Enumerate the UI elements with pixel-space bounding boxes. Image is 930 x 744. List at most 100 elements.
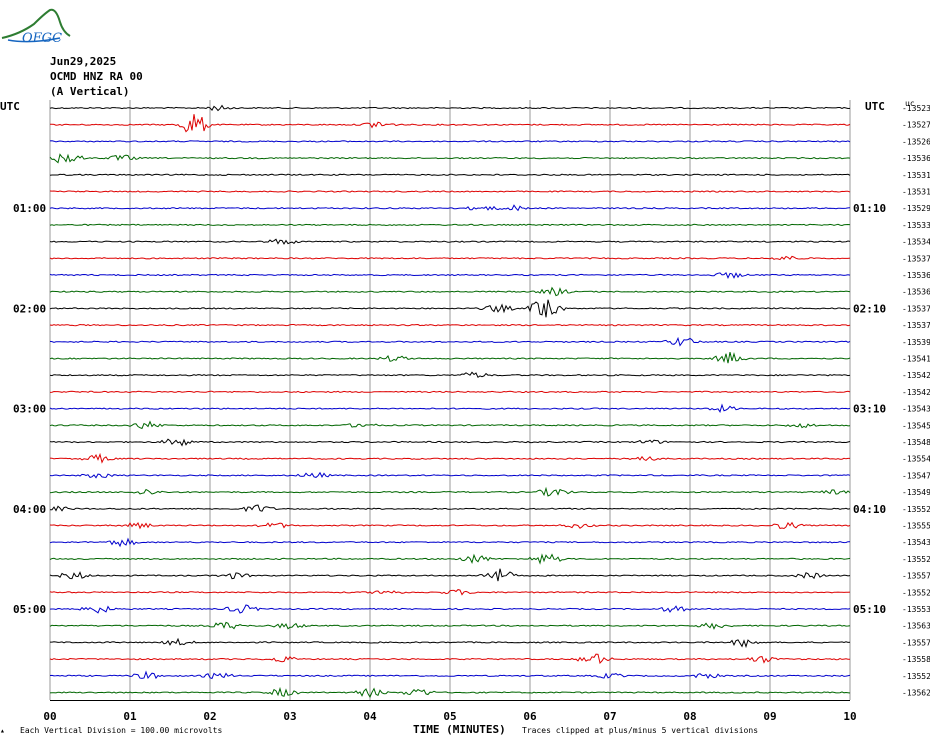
- trace-offset-label: -13543: [902, 405, 930, 414]
- seismic-trace: [49, 553, 851, 565]
- trace-offset-label: -13526: [902, 137, 930, 146]
- component-label: (A Vertical): [50, 85, 130, 98]
- trace-offset-label: -13541: [902, 355, 930, 364]
- trace-offset-label: -13529: [902, 204, 930, 213]
- trace-offset-label: -13539: [902, 338, 930, 347]
- x-tick-label: 10: [843, 710, 856, 723]
- trace-offset-label: -13558: [902, 655, 930, 664]
- seismic-trace: [50, 504, 851, 513]
- x-tick-label: 00: [43, 710, 56, 723]
- station-label: OCMD HNZ RA 00: [50, 70, 143, 83]
- seismic-trace: [49, 420, 851, 430]
- x-axis-label: TIME (MINUTES): [413, 723, 506, 736]
- left-time-label: 03:00: [13, 403, 46, 416]
- seismic-trace: [49, 271, 851, 279]
- right-time-label: 01:10: [853, 202, 886, 215]
- trace-offset-label: -13548: [902, 438, 930, 447]
- seismic-trace: [49, 153, 851, 164]
- trace-offset-label: -13557: [902, 572, 930, 581]
- seismic-trace: [49, 604, 851, 614]
- trace-offset-label: -13534: [902, 238, 930, 247]
- seismic-trace: [49, 286, 851, 297]
- seismic-trace: [49, 438, 851, 447]
- x-tick-label: 01: [123, 710, 137, 723]
- right-time-label: 05:10: [853, 603, 886, 616]
- trace-offset-label: -13523: [902, 104, 930, 113]
- trace-offset-label: -13531: [902, 171, 930, 180]
- seismic-trace: [49, 173, 851, 176]
- trace-offset-label: -13547: [902, 471, 930, 480]
- seismic-trace: [49, 621, 851, 630]
- seismic-trace: [49, 114, 851, 133]
- trace-offset-label: -13562: [902, 689, 930, 698]
- seismic-trace: [49, 238, 851, 245]
- seismic-trace: [49, 568, 851, 582]
- left-time-label: 05:00: [13, 603, 46, 616]
- seismic-trace: [49, 336, 851, 347]
- seismic-trace: [49, 323, 851, 327]
- seismic-trace: [49, 390, 851, 394]
- trace-offset-label: -13531: [902, 188, 930, 197]
- x-tick-label: 08: [683, 710, 696, 723]
- trace-offset-label: -13553: [902, 605, 930, 614]
- trace-offset-label: -13557: [902, 638, 930, 647]
- seismic-trace: [49, 452, 850, 464]
- trace-offset-label: -13554: [902, 455, 930, 464]
- x-tick-label: 04: [363, 710, 377, 723]
- units-label: uc: [905, 99, 915, 108]
- utc-left-label: UTC: [0, 100, 20, 113]
- x-tick-label: 02: [203, 710, 216, 723]
- right-time-label: 04:10: [853, 503, 886, 516]
- seismic-trace: [49, 255, 851, 261]
- left-time-label: 04:00: [13, 503, 46, 516]
- logo-text: OFGC: [22, 31, 62, 46]
- x-tick-label: 06: [523, 710, 537, 723]
- trace-offset-label: -13527: [902, 121, 930, 130]
- trace-offset-label: -13536: [902, 154, 930, 163]
- seismic-trace: [49, 190, 851, 193]
- trace-offset-label: -13542: [902, 371, 930, 380]
- seismic-trace: [49, 403, 851, 413]
- seismic-trace: [49, 104, 851, 112]
- trace-offset-label: -13543: [902, 538, 930, 547]
- trace-offset-label: -13545: [902, 421, 930, 430]
- trace-offset-label: -13533: [902, 221, 930, 230]
- seismic-trace: [49, 299, 851, 318]
- seismic-trace: [49, 371, 851, 379]
- ofgc-logo-icon: OFGC: [0, 4, 80, 52]
- seismic-trace: [49, 351, 851, 364]
- trace-offset-label: -13552: [902, 505, 930, 514]
- trace-offset-label: -13537: [902, 304, 930, 313]
- trace-offset-label: -13536: [902, 288, 930, 297]
- trace-offset-label: -13552: [902, 555, 930, 564]
- left-time-label: 02:00: [13, 302, 46, 315]
- clip-note: Traces clipped at plus/minus 5 vertical …: [522, 726, 759, 735]
- trace-offset-label: -13537: [902, 321, 930, 330]
- trace-offset-label: -13552: [902, 672, 930, 681]
- trace-offset-label: -13536: [902, 271, 930, 280]
- seismic-trace: [49, 471, 851, 479]
- seismic-trace: [49, 204, 851, 212]
- seismic-trace: [49, 521, 851, 530]
- seismic-trace: [49, 140, 851, 143]
- x-tick-label: 07: [603, 710, 616, 723]
- trace-offset-label: -13555: [902, 522, 930, 531]
- utc-right-label: UTC: [865, 100, 885, 113]
- x-tick-label: 09: [763, 710, 776, 723]
- right-time-label: 02:10: [853, 302, 886, 315]
- trace-offset-label: -13542: [902, 388, 930, 397]
- date-label: Jun29,2025: [50, 55, 117, 68]
- seismic-trace: [49, 670, 851, 680]
- trace-offset-label: -13563: [902, 622, 930, 631]
- seismic-trace: [49, 686, 851, 699]
- trace-offset-label: -13552: [902, 588, 930, 597]
- trace-offset-label: -13537: [902, 254, 930, 263]
- seismic-trace: [49, 486, 851, 497]
- trace-offset-label: -13549: [902, 488, 930, 497]
- footer-mark: ▴: [0, 726, 5, 735]
- division-note: Each Vertical Division = 100.00 microvol…: [20, 726, 223, 735]
- seismic-trace: [49, 537, 851, 548]
- x-tick-label: 03: [283, 710, 296, 723]
- right-time-label: 03:10: [853, 403, 886, 416]
